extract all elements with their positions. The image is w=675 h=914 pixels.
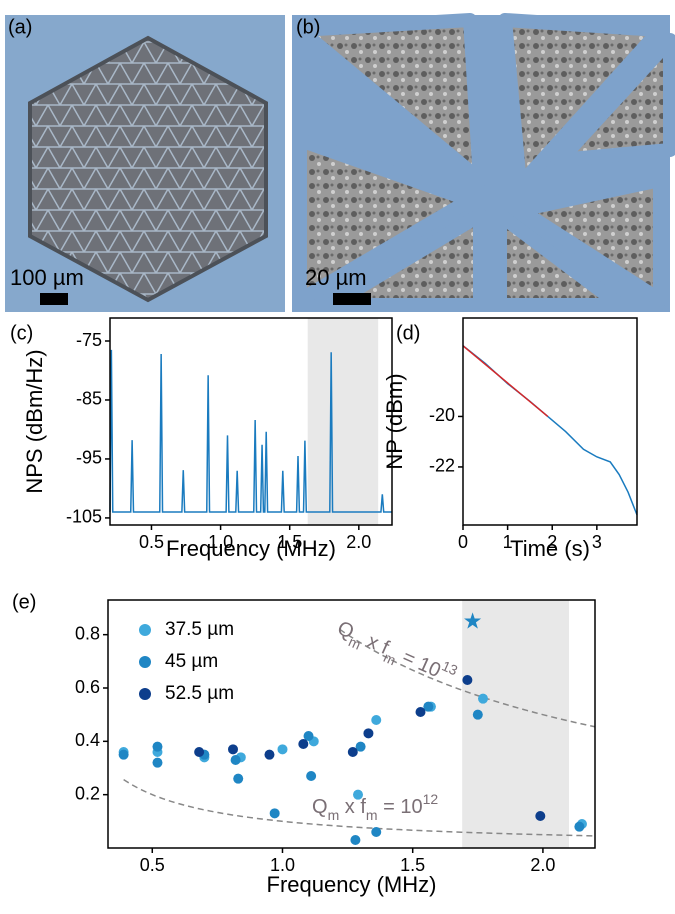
- shaded-region: [462, 600, 569, 848]
- plot-frame: [107, 599, 596, 849]
- x-tick-label: 1.5: [277, 532, 302, 552]
- x-tick-label: 3: [592, 532, 602, 552]
- text-part: = 10: [394, 644, 444, 682]
- q-f-curve: [339, 628, 596, 728]
- data-point: [233, 773, 244, 784]
- data-point: [269, 808, 280, 819]
- y-tick-label: -75: [76, 330, 102, 350]
- image-a: [5, 15, 285, 312]
- legend-label: 37.5 µm: [165, 619, 234, 640]
- legend-marker: [139, 656, 151, 668]
- y-tick-label: -20: [429, 405, 455, 425]
- data-point: [363, 728, 374, 739]
- x-tick-label: 1.0: [208, 532, 233, 552]
- x-tick-label: 2.0: [346, 532, 371, 552]
- legend-marker: [139, 688, 151, 700]
- scale-bar-label: 100 µm: [10, 265, 84, 290]
- data-point: [264, 749, 275, 760]
- x-tick-label: 2: [547, 532, 557, 552]
- q-f-curve: [123, 778, 596, 837]
- y-tick-label: -105: [66, 507, 102, 527]
- scale-bar-label: 20 µm: [305, 265, 367, 290]
- text-part: 12: [423, 791, 439, 807]
- data-point: [152, 757, 163, 768]
- data-point: [194, 747, 205, 757]
- text-part: x f: [339, 796, 366, 818]
- data-point: [574, 821, 585, 832]
- data-point: [306, 771, 317, 781]
- y-tick-label: 0.2: [75, 783, 100, 803]
- data-line: [109, 349, 392, 513]
- shaded-region: [307, 318, 379, 525]
- x-axis-label: Frequency (MHz): [166, 536, 336, 561]
- image-b: [292, 13, 675, 312]
- data-point: [152, 741, 163, 752]
- data-point: [462, 675, 473, 685]
- panel-label: (b): [296, 16, 320, 38]
- text-part: m: [328, 807, 340, 823]
- panel-label: (c): [10, 322, 33, 344]
- y-axis-label: NPS (dBm/Hz): [22, 349, 47, 493]
- x-tick-label: 1.0: [270, 855, 295, 875]
- x-tick-label: 0.5: [140, 855, 165, 875]
- plot-frame: [109, 317, 393, 526]
- data-point: [228, 744, 239, 755]
- data-point: [298, 739, 309, 749]
- star-point: [464, 612, 482, 629]
- plot-frame: [462, 317, 638, 526]
- data-point: [472, 709, 483, 720]
- x-axis-label: Frequency (MHz): [267, 872, 437, 897]
- panel-label: (e): [12, 591, 36, 613]
- legend-label: 52.5 µm: [165, 683, 234, 704]
- data-point: [118, 749, 129, 760]
- panel-label: (d): [396, 322, 420, 344]
- x-tick-label: 0.5: [139, 532, 164, 552]
- curve-label: Qm x fm = 1012: [312, 791, 438, 823]
- legend-marker: [139, 624, 151, 636]
- x-tick-label: 0: [458, 532, 468, 552]
- data-point: [415, 707, 426, 717]
- text-part: m: [366, 807, 378, 823]
- data-point: [371, 715, 382, 725]
- legend-label: 45 µm: [165, 651, 218, 672]
- data-point: [355, 741, 366, 752]
- y-tick-label: -22: [429, 456, 455, 476]
- y-axis-label: NP (dBm): [382, 373, 407, 469]
- x-tick-label: 1: [503, 532, 513, 552]
- data-point: [350, 835, 361, 845]
- data-point: [303, 731, 314, 741]
- data-point: [423, 701, 434, 712]
- x-axis-label: Time (s): [510, 536, 590, 561]
- data-point: [353, 789, 364, 800]
- data-point: [277, 744, 288, 755]
- x-tick-label: 2.0: [530, 855, 555, 875]
- y-tick-label: -95: [76, 448, 102, 468]
- y-tick-label: 0.6: [75, 677, 100, 697]
- panel-label: (a): [8, 16, 32, 38]
- data-point: [371, 827, 382, 837]
- text-part: 13: [440, 657, 461, 678]
- text-part: = 10: [378, 796, 423, 818]
- data-point: [347, 747, 358, 757]
- data-line: [462, 345, 638, 516]
- x-tick-label: 1.5: [400, 855, 425, 875]
- data-point: [535, 811, 546, 821]
- text-part: Q: [312, 796, 328, 818]
- curve-label: Qm x fm = 1013: [332, 612, 460, 693]
- fit-line: [462, 345, 549, 418]
- data-point: [478, 693, 489, 704]
- y-tick-label: 0.4: [75, 730, 100, 750]
- y-tick-label: -85: [76, 389, 102, 409]
- y-tick-label: 0.8: [75, 623, 100, 643]
- data-point: [230, 755, 241, 765]
